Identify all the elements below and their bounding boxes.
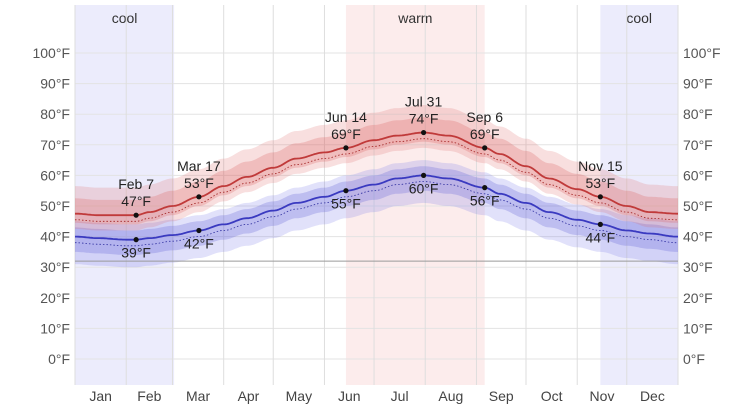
x-tick-6: Jul <box>391 388 409 404</box>
y-tick-right-1: 10°F <box>683 320 713 336</box>
point-high-5 <box>597 194 603 200</box>
y-tick-left-4: 40°F <box>40 229 70 245</box>
x-tick-4: May <box>286 388 312 404</box>
point-low-6 <box>133 237 139 243</box>
y-tick-left-10: 100°F <box>32 45 70 61</box>
y-tick-left-3: 30°F <box>40 259 70 275</box>
x-tick-7: Aug <box>438 388 463 404</box>
point-low-11 <box>597 221 603 227</box>
x-tick-3: Apr <box>238 388 260 404</box>
y-tick-right-7: 70°F <box>683 137 713 153</box>
y-axis-right: 0°F 10°F 20°F 30°F 40°F 50°F 60°F 70°F 80°F 90°F 1… <box>683 45 721 367</box>
value-label-3: 74°F <box>409 111 439 127</box>
x-tick-5: Jun <box>338 388 361 404</box>
point-low-8 <box>343 188 349 194</box>
season-bands: cool warm cool <box>75 5 678 385</box>
y-tick-left-8: 80°F <box>40 106 70 122</box>
season-label-2: cool <box>626 10 652 26</box>
x-tick-0: Jan <box>89 388 112 404</box>
point-high-3 <box>420 129 427 136</box>
season-label-0: cool <box>112 10 138 26</box>
point-low-10 <box>482 185 488 191</box>
high-series-line <box>75 131 678 217</box>
value-label-7: 42°F <box>184 235 214 251</box>
y-tick-right-10: 100°F <box>683 45 721 61</box>
y-axis-left: 0°F 10°F 20°F 30°F 40°F 50°F 60°F 70°F 80°F 90°F 1… <box>32 45 70 367</box>
season-band-1 <box>345 5 485 385</box>
point-low-7 <box>196 227 202 234</box>
value-label-5: 53°F <box>585 175 615 191</box>
y-tick-left-7: 70°F <box>40 137 70 153</box>
y-tick-right-9: 90°F <box>683 76 713 92</box>
y-tick-left-0: 0°F <box>48 351 70 367</box>
high-dotted-line <box>75 138 678 222</box>
x-tick-1: Feb <box>137 388 161 404</box>
point-low-9 <box>420 172 427 178</box>
x-tick-9: Oct <box>541 388 563 404</box>
low-band-inner <box>75 166 678 255</box>
value-label-6: 39°F <box>121 245 151 261</box>
value-label-1: 53°F <box>184 175 214 191</box>
x-tick-10: Nov <box>590 388 615 404</box>
season-band-0 <box>75 5 175 385</box>
y-tick-right-5: 50°F <box>683 198 713 214</box>
y-tick-right-6: 60°F <box>683 167 713 183</box>
y-tick-left-1: 10°F <box>40 320 70 336</box>
y-tick-left-5: 50°F <box>40 198 70 214</box>
y-tick-right-8: 80°F <box>683 106 713 122</box>
y-tick-right-2: 20°F <box>683 290 713 306</box>
date-label-5: Nov 15 <box>578 158 623 174</box>
value-label-2: 69°F <box>331 126 361 142</box>
x-axis: Jan Feb Mar Apr May Jun Jul Aug Sep Oct Nov Dec <box>89 388 665 404</box>
value-label-8: 55°F <box>331 196 361 212</box>
season-band-2 <box>600 5 678 385</box>
y-tick-left-2: 20°F <box>40 290 70 306</box>
high-band-outer <box>75 105 678 231</box>
y-tick-right-4: 40°F <box>683 229 713 245</box>
point-high-2 <box>343 145 349 151</box>
season-label-1: warm <box>397 10 432 26</box>
low-band-outer <box>75 160 678 268</box>
value-label-0: 47°F <box>121 193 151 209</box>
date-label-0: Feb 7 <box>118 176 154 192</box>
value-label-9: 60°F <box>409 180 439 196</box>
grid-lines <box>74 5 679 385</box>
series-lines <box>75 131 678 247</box>
date-label-4: Sep 6 <box>466 109 503 125</box>
value-label-11: 44°F <box>585 229 615 245</box>
point-high-1 <box>196 194 202 200</box>
low-series-line <box>75 174 678 241</box>
x-tick-8: Sep <box>489 388 514 404</box>
date-label-3: Jul 31 <box>405 94 443 110</box>
y-tick-right-3: 30°F <box>683 259 713 275</box>
date-label-1: Mar 17 <box>177 158 221 174</box>
point-high-0 <box>133 212 139 218</box>
y-tick-right-0: 0°F <box>683 351 705 367</box>
value-label-4: 69°F <box>470 126 500 142</box>
date-label-2: Jun 14 <box>325 109 367 125</box>
value-label-10: 56°F <box>470 193 500 209</box>
y-tick-left-9: 90°F <box>40 76 70 92</box>
x-tick-11: Dec <box>640 388 665 404</box>
y-tick-left-6: 60°F <box>40 167 70 183</box>
x-tick-2: Mar <box>186 388 210 404</box>
point-high-4 <box>482 145 488 151</box>
